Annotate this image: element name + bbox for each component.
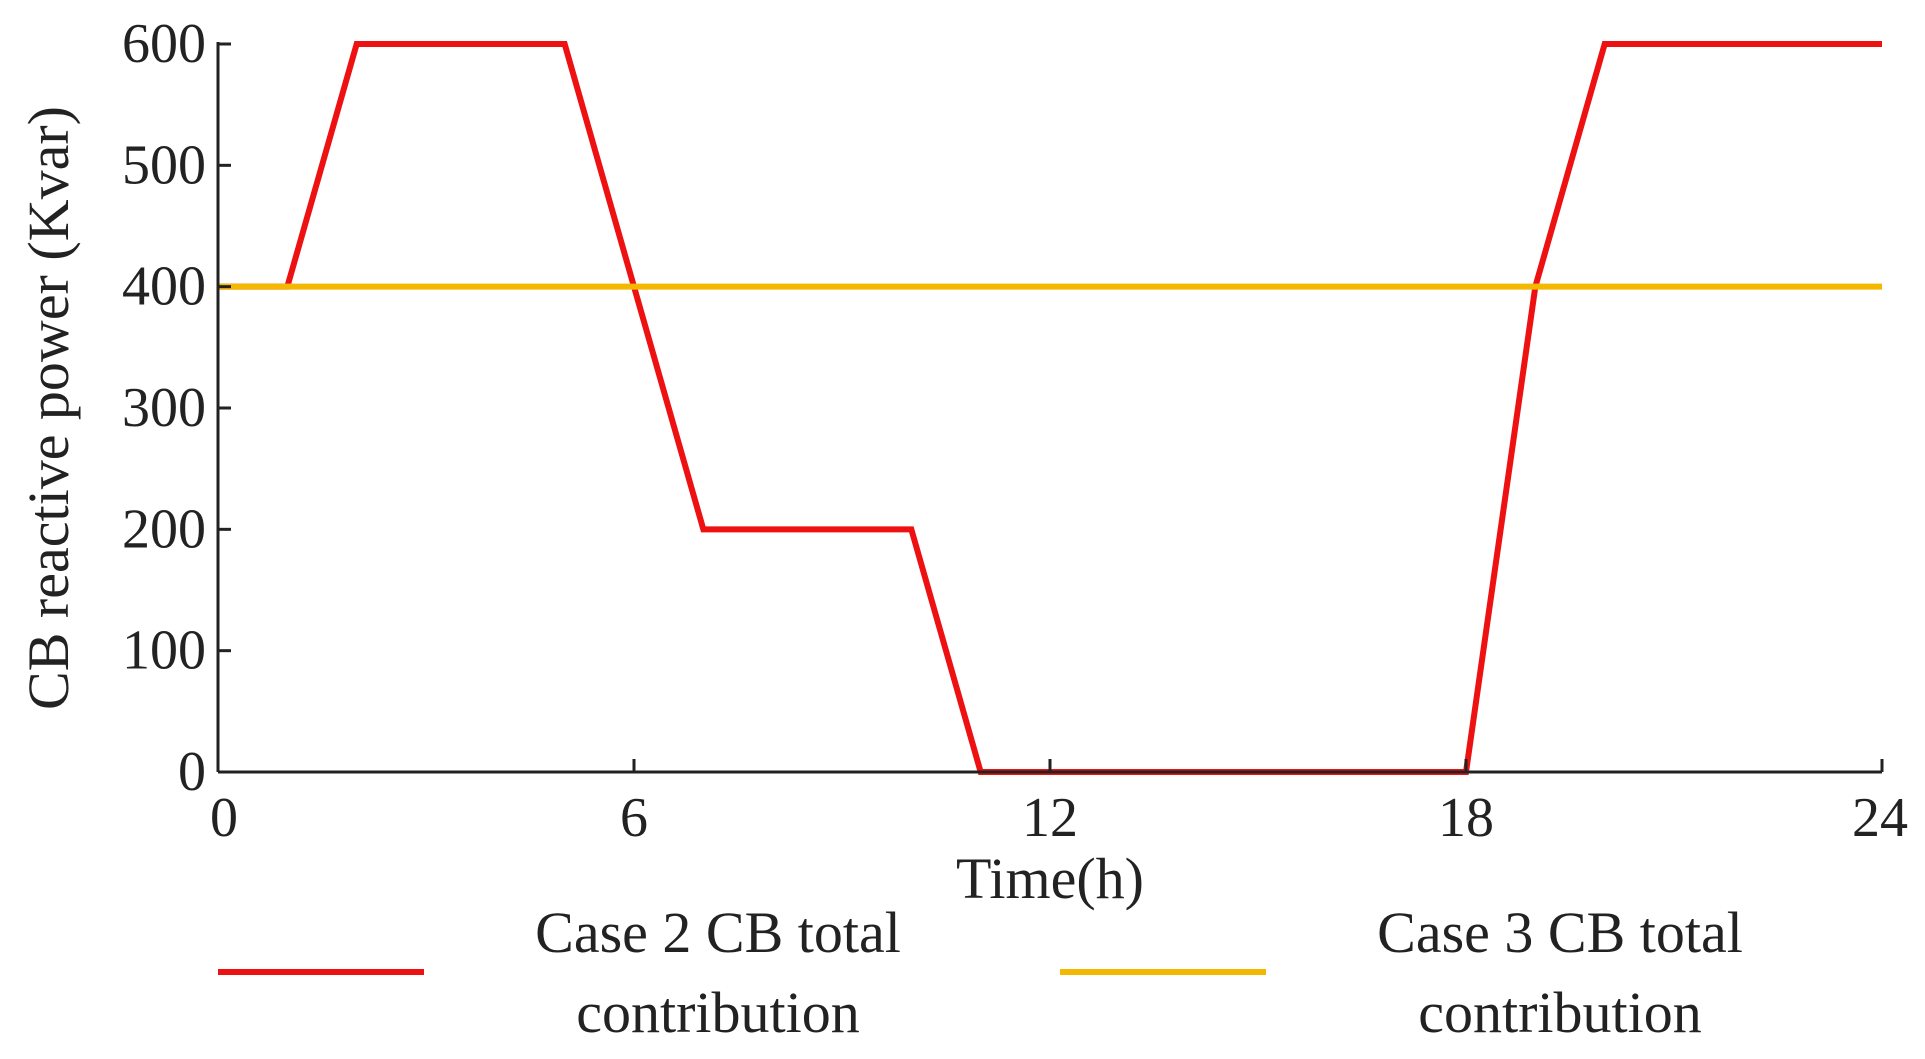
ticks-layer: 0 100 200 300 400 500 600 0 6 12 18 24	[122, 13, 1908, 849]
y-axis-label: CB reactive power (Kvar)	[16, 106, 81, 710]
y-tick-label: 200	[122, 498, 206, 560]
x-tick-label: 6	[620, 787, 648, 849]
x-tick-label: 24	[1852, 787, 1908, 849]
legend-label-1: contribution	[576, 980, 860, 1045]
y-tick-label: 300	[122, 377, 206, 439]
axes-layer	[216, 42, 1882, 774]
y-tick-label: 600	[122, 13, 206, 75]
series-line-1	[218, 41, 1882, 775]
y-tick-label: 500	[122, 134, 206, 196]
legend-label-2: contribution	[1418, 980, 1702, 1045]
series-layer	[218, 41, 1882, 775]
legend-label-2: Case 3 CB total	[1377, 900, 1743, 965]
y-tick-label: 100	[122, 620, 206, 682]
legend-label-1: Case 2 CB total	[535, 900, 901, 965]
y-tick-label: 400	[122, 256, 206, 318]
x-tick-label: 0	[210, 787, 238, 849]
legend: Case 2 CB total contribution Case 3 CB tot…	[218, 900, 1743, 1045]
x-tick-label: 18	[1438, 787, 1494, 849]
x-axis-label: Time(h)	[956, 846, 1144, 911]
y-tick-label: 0	[178, 741, 206, 803]
x-tick-label: 12	[1022, 787, 1078, 849]
